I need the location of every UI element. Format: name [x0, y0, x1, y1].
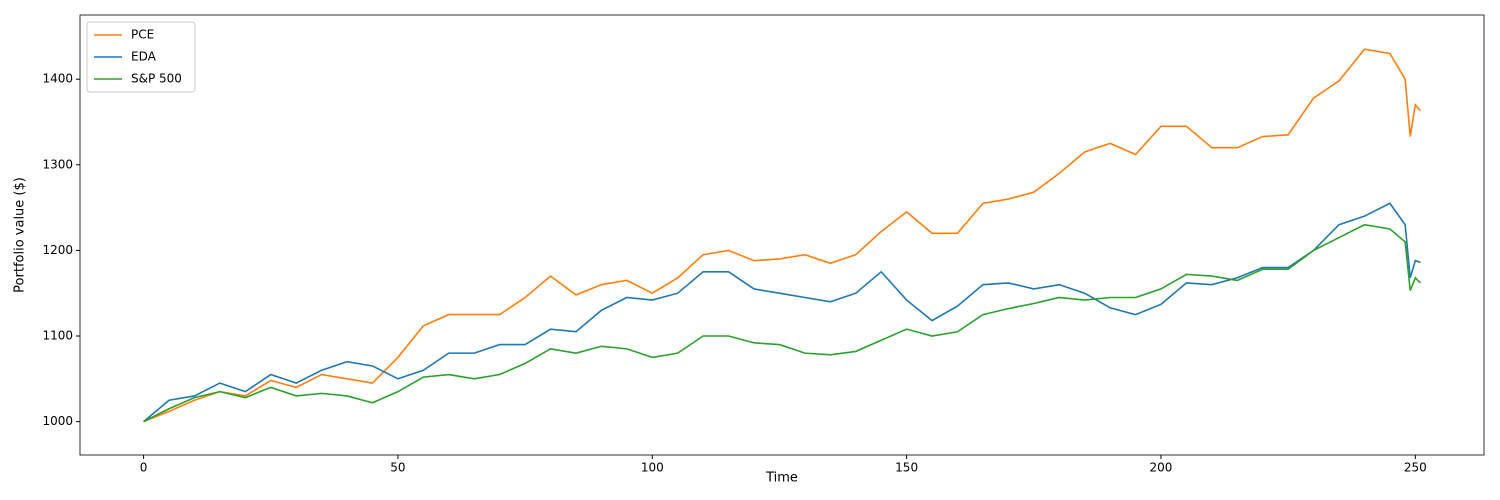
y-tick-label: 1200 [42, 243, 73, 257]
legend-label: EDA [131, 50, 157, 64]
series-line [143, 223, 1421, 423]
series-line [143, 202, 1421, 423]
x-tick-label: 100 [641, 461, 664, 475]
x-tick-label: 250 [1404, 461, 1427, 475]
legend-label: S&P 500 [131, 72, 182, 86]
y-tick-label: 1100 [42, 329, 73, 343]
x-tick-label: 0 [140, 461, 148, 475]
legend-label: PCE [131, 28, 154, 42]
x-tick-label: 150 [895, 461, 918, 475]
plot-frame [79, 14, 1485, 456]
y-tick-label: 1400 [42, 72, 73, 86]
x-tick-label: 200 [1150, 461, 1173, 475]
y-axis-label: Portfolio value ($) [13, 177, 28, 293]
y-tick-label: 1000 [42, 414, 73, 428]
legend: PCE EDA S&P 500 [86, 21, 196, 93]
legend-box [86, 21, 196, 93]
series-line [143, 48, 1422, 423]
y-tick-label: 1300 [42, 157, 73, 171]
x-axis-label: Time [765, 471, 798, 486]
x-tick-label: 50 [390, 461, 405, 475]
